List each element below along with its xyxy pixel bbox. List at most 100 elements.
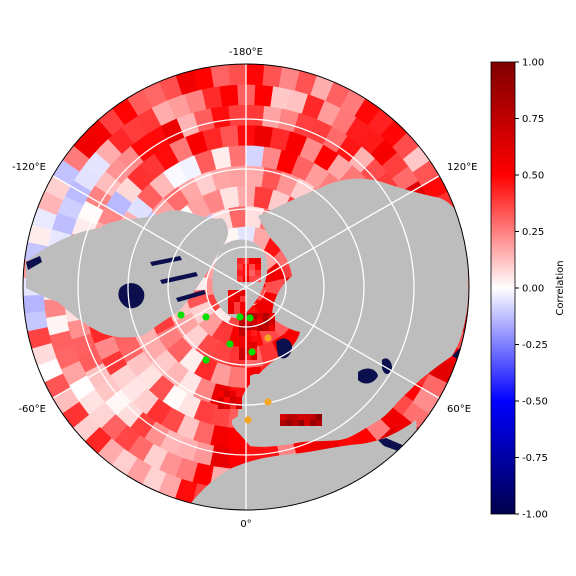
sea-correlation-cell [240,308,246,314]
sea-correlation-cell [245,336,251,342]
station-marker-green [202,313,210,321]
hudson-bay [118,283,145,309]
sea-correlation-cell [240,296,246,302]
land-north-america [26,210,228,338]
sea-correlation-cell [280,420,286,426]
sea-correlation-cell [236,403,242,409]
colorbar-tick-label: 1.00 [522,58,544,69]
sea-correlation-cell [224,403,230,409]
sea-correlation-cell [245,354,251,360]
correlation-cell [227,104,247,126]
sea-correlation-cell [292,420,298,426]
sea-correlation-cell [251,336,257,342]
correlation-cell [227,366,247,389]
sea-correlation-cell [298,414,304,420]
sea-correlation-cell [249,276,255,282]
sea-correlation-cell [269,313,275,319]
sea-correlation-cell [230,391,236,397]
sea-correlation-cell [251,330,257,336]
lon-label-top: -180°E [229,47,263,58]
land-eurasia [237,178,468,447]
sea-correlation-cell [304,420,310,426]
sea-correlation-cell [263,313,269,319]
lon-label-left-upper: -120°E [12,162,46,173]
map-disc [23,64,469,510]
colorbar-gradient [490,61,516,515]
sea-correlation-patch [218,391,242,409]
correlation-cell [261,64,283,88]
sea-correlation-cell [316,420,322,426]
sea-correlation-cell [239,342,245,348]
graticule [52,64,440,510]
station-markers [177,311,272,424]
sea-correlation-cell [245,330,251,336]
sea-correlation-cell [310,414,316,420]
colorbar-tick-label: 0.25 [522,227,544,238]
sea-correlation-cell [251,313,257,319]
sea-correlation-cell [255,276,261,282]
sea-correlation-cell [239,319,245,325]
lon-label-left-lower: -60°E [18,404,46,415]
meridian-120e-60w [52,175,440,399]
lon-label-right-lower: 60°E [447,404,471,415]
station-marker-green [226,340,234,348]
sea-correlation-cell [257,319,263,325]
correlation-cell [253,84,274,107]
sea-correlation-cell [251,342,257,348]
sea-correlation-cell [255,264,261,270]
sea-correlation-cell [234,302,240,308]
sea-correlation-cell [218,391,224,397]
correlation-cell [227,64,247,86]
colorbar-tick-label: -1.00 [522,510,548,521]
sea-correlation-cell [245,325,251,331]
sea-correlation-cell [228,290,234,296]
sea-correlation-cell [239,348,245,354]
station-marker-green [246,314,254,322]
sea-correlation-cell [251,354,257,360]
sea-correlation-cell [249,270,255,276]
sea-correlation-cell [304,414,310,420]
sea-correlation-cell [237,270,243,276]
sea-correlation-cell [237,276,243,282]
sea-correlation-cell [230,397,236,403]
sea-correlation-cell [269,319,275,325]
sea-correlation-cell [239,330,245,336]
station-marker-green [236,313,244,321]
sea-correlation-cell [234,296,240,302]
sea-correlation-cell [286,414,292,420]
map-border [22,63,470,511]
colorbar-tick-label: 0.75 [522,114,544,125]
sea-correlation-cell [255,270,261,276]
sea-correlation-patch [239,330,257,360]
land-british-isles [250,373,264,390]
sea-correlation-cell [224,391,230,397]
station-marker-green [248,348,256,356]
sea-correlation-cell [236,397,242,403]
colorbar-tick-label: 0.00 [522,284,544,295]
sea-correlation-cell [316,414,322,420]
sea-correlation-cell [286,420,292,426]
station-marker-orange [244,416,252,424]
sea-correlation-cell [249,258,255,264]
colorbar-tick-label: -0.75 [522,453,548,464]
correlation-cell [245,144,265,167]
sea-correlation-cell [245,348,251,354]
sea-correlation-cell [240,290,246,296]
arctic-edge [26,256,42,270]
colorbar-label: Correlation [555,260,566,315]
station-marker-green [202,356,210,364]
sea-correlation-cell [218,403,224,409]
sea-correlation-cell [239,354,245,360]
correlation-cell [245,64,265,86]
sea-correlation-cell [230,403,236,409]
correlation-cell [253,124,274,148]
sea-correlation-cell [257,313,263,319]
colorbar-tick-label: -0.25 [522,340,548,351]
sea-correlation-cell [224,397,230,403]
sea-correlation-patch [237,258,261,282]
sea-correlation-cell [249,264,255,270]
sea-correlation-cell [236,391,242,397]
lon-label-right-upper: 120°E [447,162,477,173]
sea-correlation-cell [239,325,245,331]
